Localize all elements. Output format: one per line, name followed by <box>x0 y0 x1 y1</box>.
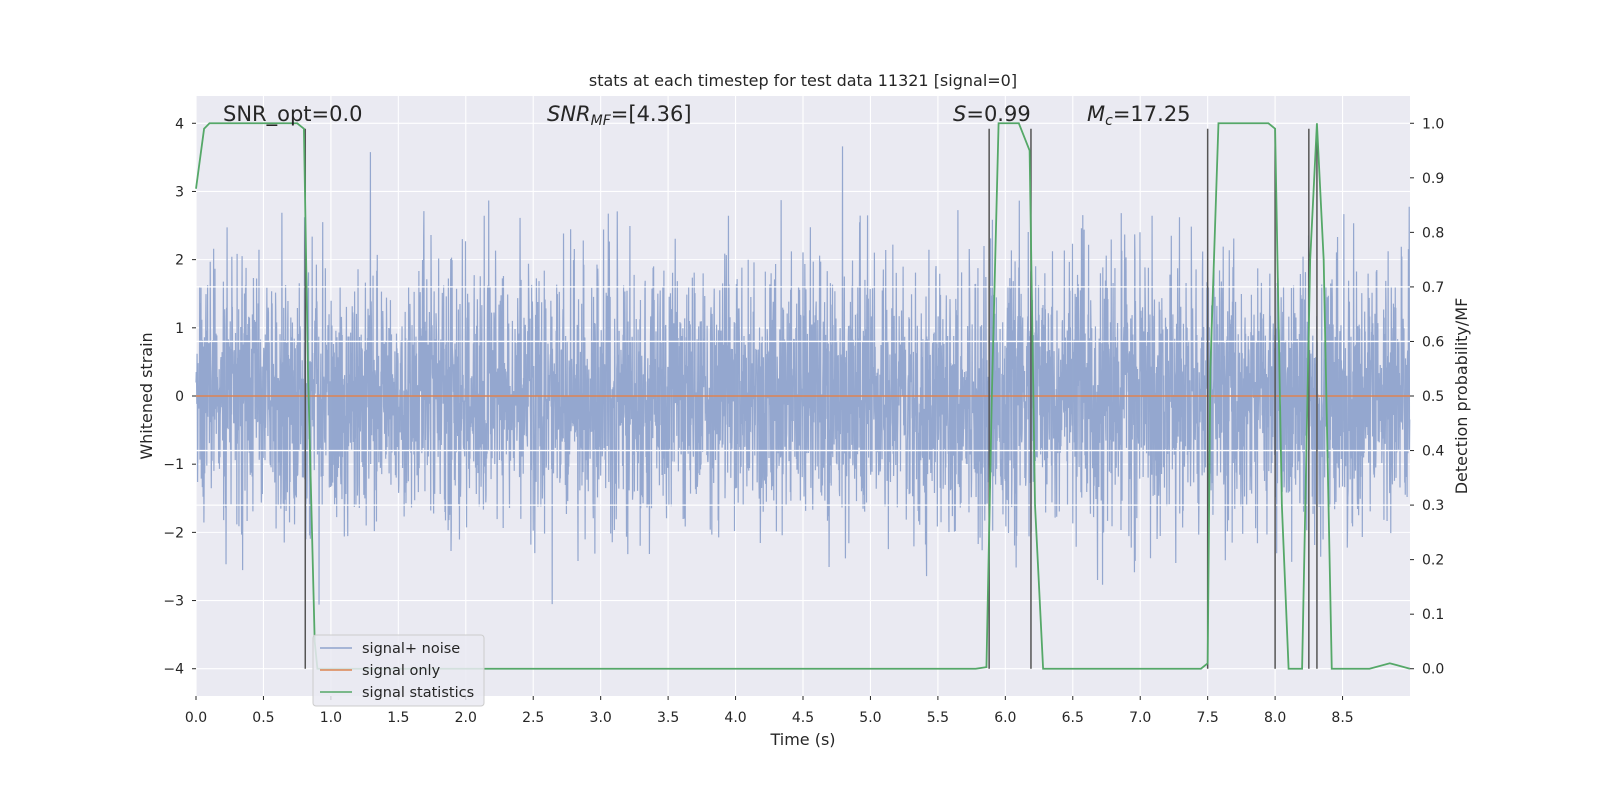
y-axis-label-left: Whitened strain <box>137 332 156 459</box>
mc-value: =17.25 <box>1113 102 1191 126</box>
legend: signal+ noise signal only signal statist… <box>312 634 485 707</box>
right-tick-label-3: 0.7 <box>1422 280 1444 296</box>
x-tick-label-10: 5.0 <box>859 710 881 726</box>
x-tick-label-2: 1.0 <box>320 710 342 726</box>
statistics-line <box>195 122 1411 670</box>
legend-box <box>312 634 485 707</box>
left-tick-label-1: 3 <box>175 184 184 200</box>
annotation-mc: Mc=17.25 <box>1087 102 1191 129</box>
right-tick-label-0: 1.0 <box>1422 116 1444 132</box>
right-tick-label-1: 0.9 <box>1422 171 1444 187</box>
right-tick-label-2: 0.8 <box>1422 225 1444 241</box>
x-tick-label-9: 4.5 <box>792 710 814 726</box>
x-tick-label-11: 5.5 <box>927 710 949 726</box>
mc-prefix: M <box>1087 102 1105 126</box>
right-tick-labels: 1.0 0.9 0.8 0.7 0.6 0.5 0.4 0.3 0.2 0.1 0.0 <box>1410 116 1444 678</box>
x-tick-label-12: 6.0 <box>994 710 1016 726</box>
x-tick-label-1: 0.5 <box>252 710 274 726</box>
legend-label-signal-only: signal only <box>362 663 441 679</box>
vertical-markers <box>304 128 1318 669</box>
x-tick-label-16: 8.0 <box>1264 710 1286 726</box>
left-tick-label-6: −2 <box>163 525 184 541</box>
x-tick-labels: 0.0 0.5 1.0 1.5 2.0 2.5 3.0 3.5 4.0 4.5 5.0 5.5 6.0 6… <box>185 696 1354 726</box>
snr-mf-sub: MF <box>591 113 612 129</box>
x-tick-label-3: 1.5 <box>387 710 409 726</box>
right-tick-label-9: 0.1 <box>1422 607 1444 623</box>
mc-sub: c <box>1105 113 1113 129</box>
x-tick-label-8: 4.0 <box>724 710 746 726</box>
left-tick-label-2: 2 <box>175 253 184 269</box>
legend-label-statistics: signal statistics <box>362 685 474 701</box>
legend-label-noise: signal+ noise <box>362 641 460 657</box>
left-tick-label-7: −3 <box>163 594 184 610</box>
annotation-s: S=0.99 <box>953 102 1031 126</box>
left-tick-label-8: −4 <box>163 662 184 678</box>
annotation-snr-opt: SNR_opt=0.0 <box>223 102 363 127</box>
right-tick-label-5: 0.5 <box>1422 389 1444 405</box>
annotation-snr-mf: SNRMF=[4.36] <box>547 102 692 129</box>
x-tick-label-17: 8.5 <box>1331 710 1353 726</box>
x-tick-label-14: 7.0 <box>1129 710 1151 726</box>
left-tick-label-3: 1 <box>175 321 184 337</box>
series-signal-statistics <box>195 122 1411 670</box>
right-tick-label-8: 0.2 <box>1422 553 1444 569</box>
chart-title: stats at each timestep for test data 113… <box>589 71 1017 90</box>
left-tick-labels: 4 3 2 1 0 −1 −2 −3 −4 <box>163 116 196 678</box>
right-tick-label-7: 0.3 <box>1422 498 1444 514</box>
s-prefix: S <box>953 102 966 126</box>
right-tick-label-6: 0.4 <box>1422 444 1444 460</box>
left-tick-label-4: 0 <box>175 389 184 405</box>
x-tick-label-13: 6.5 <box>1062 710 1084 726</box>
right-tick-label-10: 0.0 <box>1422 662 1444 678</box>
x-tick-label-4: 2.0 <box>455 710 477 726</box>
s-value: =0.99 <box>966 102 1030 126</box>
snr-mf-value: =[4.36] <box>611 102 692 126</box>
snr-mf-prefix: SNR <box>547 102 591 126</box>
right-tick-label-4: 0.6 <box>1422 334 1444 350</box>
x-tick-label-7: 3.5 <box>657 710 679 726</box>
x-tick-label-0: 0.0 <box>185 710 207 726</box>
left-tick-label-5: −1 <box>163 457 184 473</box>
y-axis-label-right: Detection probability/MF <box>1452 298 1471 495</box>
x-tick-label-5: 2.5 <box>522 710 544 726</box>
x-tick-label-15: 7.5 <box>1197 710 1219 726</box>
x-tick-label-6: 3.0 <box>590 710 612 726</box>
left-tick-label-0: 4 <box>175 116 184 132</box>
x-axis-label: Time (s) <box>769 730 835 749</box>
